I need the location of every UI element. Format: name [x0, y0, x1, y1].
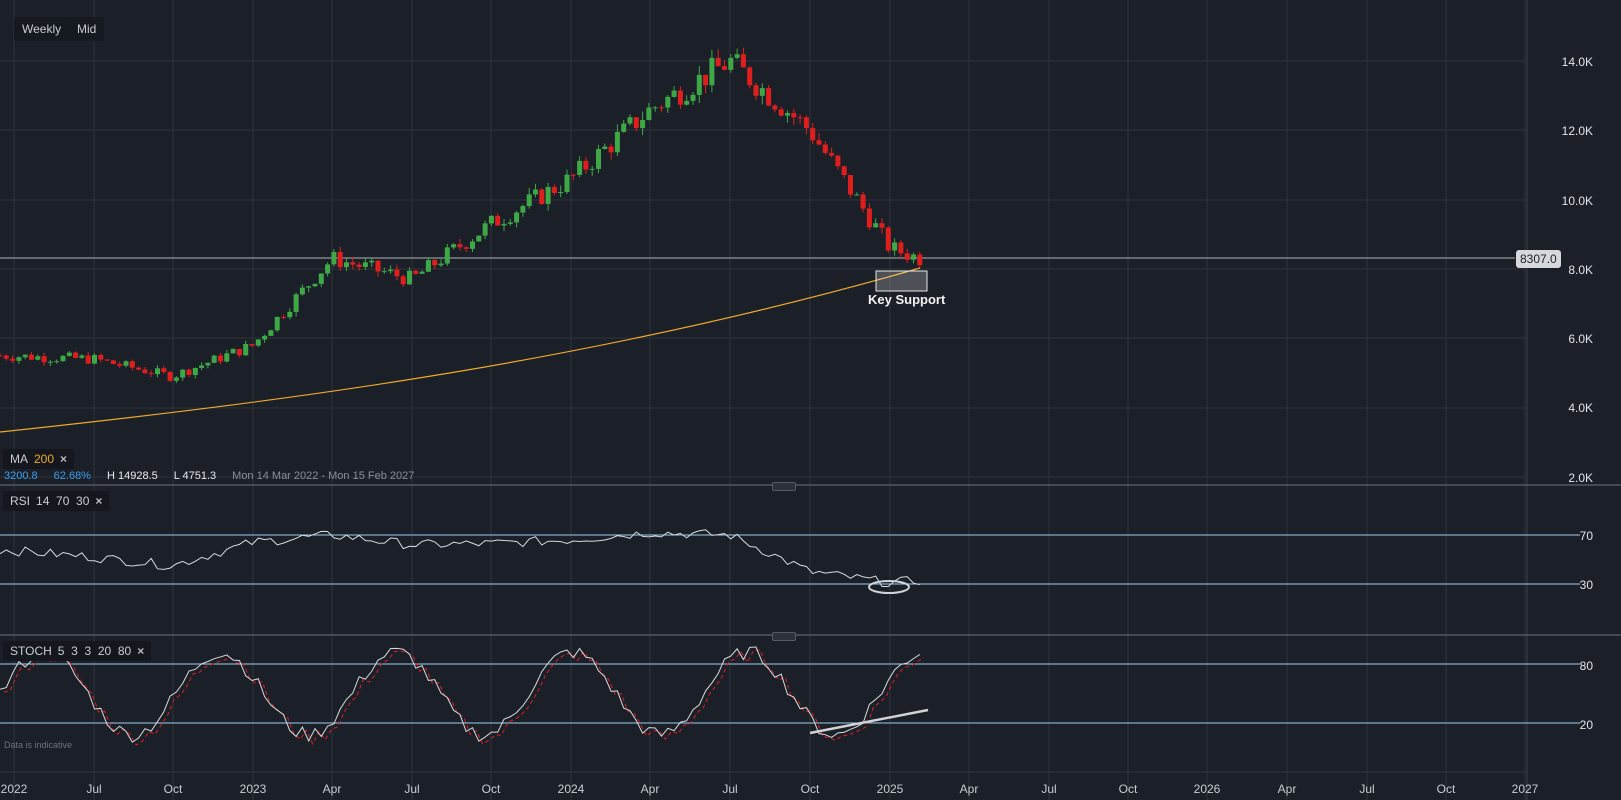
rsi-params: 14 70 30 [36, 494, 90, 508]
x-tick: Apr [1277, 782, 1297, 796]
ma-indicator-chip[interactable]: MA 200 × [3, 449, 75, 469]
close-icon[interactable]: × [95, 494, 103, 508]
ma-period: 200 [34, 452, 55, 466]
stoch-label: STOCH [10, 644, 52, 658]
y-tick: 4.0K [1568, 401, 1593, 415]
stat-pct: 62.68% [53, 470, 91, 482]
x-tick: 2025 [876, 782, 904, 796]
x-tick: Oct [1118, 782, 1138, 796]
y-tick: 12.0K [1561, 124, 1593, 138]
stat-high: H 14928.5 [106, 470, 158, 482]
y-tick: 10.0K [1561, 194, 1593, 208]
rsi-level-70: 70 [1579, 529, 1593, 543]
stat-value: 3200.8 [4, 470, 38, 482]
x-tick: 2027 [1511, 782, 1539, 796]
rsi-level-30: 30 [1579, 578, 1593, 592]
stoch-params: 5 3 3 20 80 [57, 644, 132, 658]
x-tick: Oct [481, 782, 501, 796]
x-tick: Apr [640, 782, 660, 796]
timeframe-weekly-button[interactable]: Weekly [14, 17, 70, 41]
stat-range: Mon 14 Mar 2022 - Mon 15 Feb 2027 [232, 470, 415, 482]
x-tick: Apr [959, 782, 979, 796]
pane-resize-handle[interactable] [772, 482, 796, 491]
x-tick: Apr [322, 782, 342, 796]
stoch-level-20: 20 [1579, 718, 1593, 732]
stat-low: L 4751.3 [173, 470, 217, 482]
x-tick: 2022 [0, 782, 28, 796]
x-tick: Oct [163, 782, 183, 796]
x-tick: Jul [404, 782, 420, 796]
key-support-annotation: Key Support [868, 292, 946, 307]
x-tick: Oct [800, 782, 820, 796]
ma-label: MA [10, 452, 28, 466]
x-tick: 2023 [239, 782, 267, 796]
x-tick: Jul [1041, 782, 1057, 796]
y-tick: 6.0K [1568, 332, 1593, 346]
rsi-indicator-chip[interactable]: RSI 14 70 30 × [3, 491, 110, 511]
y-tick: 8.0K [1568, 263, 1593, 277]
x-tick: 2024 [557, 782, 585, 796]
x-tick: Oct [1436, 782, 1456, 796]
x-tick: Jul [1359, 782, 1375, 796]
price-type-mid-button[interactable]: Mid [69, 17, 105, 41]
x-tick: 2026 [1193, 782, 1221, 796]
stoch-level-80: 80 [1579, 659, 1593, 673]
disclaimer: Data is indicative [4, 740, 73, 750]
last-price-tag: 8307.0 [1516, 250, 1561, 268]
stoch-indicator-chip[interactable]: STOCH 5 3 3 20 80 × [3, 641, 152, 661]
y-tick: 14.0K [1561, 55, 1593, 69]
x-tick: Jul [86, 782, 102, 796]
ohlc-stats: 3200.8 62.68% H 14928.5 L 4751.3 Mon 14 … [4, 470, 414, 482]
close-icon[interactable]: × [60, 452, 68, 466]
close-icon[interactable]: × [137, 644, 145, 658]
pane-resize-handle[interactable] [772, 632, 796, 641]
y-tick: 2.0K [1568, 471, 1593, 485]
rsi-label: RSI [10, 494, 31, 508]
x-tick: Jul [722, 782, 738, 796]
